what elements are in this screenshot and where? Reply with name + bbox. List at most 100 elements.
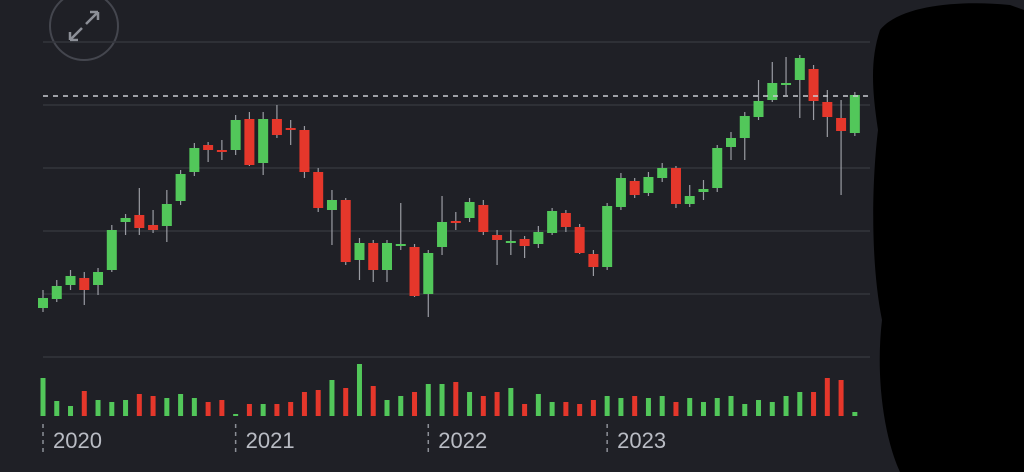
candle-body <box>849 95 860 133</box>
expand-icon <box>68 10 100 42</box>
volume-bar <box>329 380 335 416</box>
candle-body <box>244 119 255 165</box>
volume-bar <box>150 396 156 416</box>
volume-bar <box>852 412 858 416</box>
volume-bar <box>577 404 583 416</box>
volume-bar <box>632 396 638 416</box>
volume-bar <box>301 392 307 416</box>
candle-body <box>326 200 337 210</box>
candle-body <box>189 148 200 172</box>
candle-body <box>478 205 489 232</box>
x-tick-label: 2020 <box>53 428 102 453</box>
candle-body <box>574 227 585 253</box>
volume-bar <box>508 388 514 416</box>
volume-bar <box>563 402 569 416</box>
x-tick-label: 2022 <box>438 428 487 453</box>
volume-bar <box>412 392 418 416</box>
candle-body <box>216 150 227 152</box>
volume-bar <box>549 402 555 416</box>
volume-bar <box>824 378 830 416</box>
candle-body <box>38 298 48 308</box>
volume-bar <box>123 400 129 416</box>
x-tick-label: 2023 <box>617 428 666 453</box>
volume-bar <box>535 394 541 416</box>
candle-body <box>615 178 626 207</box>
candle-body <box>65 276 76 285</box>
volume-bar <box>769 402 775 416</box>
candle-body <box>437 222 448 247</box>
volume-bar <box>467 392 473 416</box>
volume-bar <box>811 392 817 416</box>
volume-bar <box>838 380 844 416</box>
volume-bar <box>81 391 87 416</box>
candle-body <box>106 230 117 270</box>
candle-body <box>258 119 269 163</box>
volume-bar <box>356 364 362 416</box>
volume-bar <box>645 398 651 416</box>
volume-bar <box>95 400 101 416</box>
volume-bar <box>425 384 431 416</box>
volume-bar <box>246 404 252 416</box>
candle-body <box>808 69 819 101</box>
candle-body <box>368 243 379 270</box>
candle-body <box>354 243 365 260</box>
candle-body <box>588 254 599 267</box>
volume-bar <box>687 398 693 416</box>
candle-body <box>285 128 296 130</box>
candle-body <box>533 232 544 244</box>
volume-bar <box>288 402 294 416</box>
candle-body <box>753 101 764 117</box>
candle-body <box>313 172 324 208</box>
volume-bar <box>700 402 706 416</box>
candle-body <box>781 83 792 85</box>
volume-bar <box>618 398 624 416</box>
candle-body <box>450 221 461 223</box>
candle-body <box>726 138 736 147</box>
candle-body <box>547 211 558 233</box>
candle-body <box>670 168 681 204</box>
candle-body <box>836 118 847 131</box>
candle-body <box>161 204 172 226</box>
candle-body <box>822 102 833 117</box>
volume-bar <box>673 402 679 416</box>
candle-body <box>271 119 282 135</box>
candle-body <box>643 177 654 193</box>
candle-body <box>51 286 62 299</box>
candle-body <box>120 218 131 222</box>
volume-bar <box>783 396 789 416</box>
volume-bar <box>54 401 60 416</box>
candle-body <box>767 83 778 100</box>
volume-bar <box>219 400 225 416</box>
volume-bar <box>384 400 390 416</box>
volume-bar <box>315 390 321 416</box>
volume-bar <box>453 382 459 416</box>
volume-bar <box>756 400 762 416</box>
volume-bar <box>370 386 376 416</box>
candle-body <box>340 200 351 262</box>
redaction <box>873 3 1024 472</box>
candle-body <box>175 174 186 201</box>
candle-body <box>505 241 516 243</box>
candle-body <box>519 239 530 246</box>
volume-bar <box>136 394 142 416</box>
volume-bar <box>659 396 665 416</box>
expand-circle <box>49 0 119 61</box>
volume-bar <box>274 404 280 416</box>
volume-bar <box>343 388 349 416</box>
volume-bar <box>191 398 197 416</box>
candle-body <box>602 206 613 267</box>
candle-body <box>629 181 640 195</box>
candle-body <box>93 272 104 285</box>
x-tick-label: 2021 <box>246 428 295 453</box>
candle-body <box>684 196 695 204</box>
candle-body <box>698 189 709 192</box>
candle-body <box>299 130 310 172</box>
candle-body <box>203 145 214 150</box>
volume-bar <box>205 402 211 416</box>
volume-bar <box>164 398 170 416</box>
expand-button[interactable] <box>49 0 119 61</box>
volume-bar <box>797 392 803 416</box>
candle-body <box>794 58 805 80</box>
